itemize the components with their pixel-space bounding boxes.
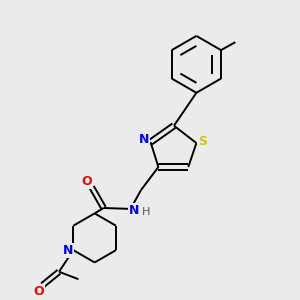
Text: S: S [199, 135, 208, 148]
Text: N: N [63, 244, 73, 257]
Text: N: N [129, 204, 139, 217]
Text: O: O [34, 285, 44, 298]
Text: N: N [139, 133, 149, 146]
Text: O: O [81, 175, 92, 188]
Text: H: H [142, 207, 150, 217]
